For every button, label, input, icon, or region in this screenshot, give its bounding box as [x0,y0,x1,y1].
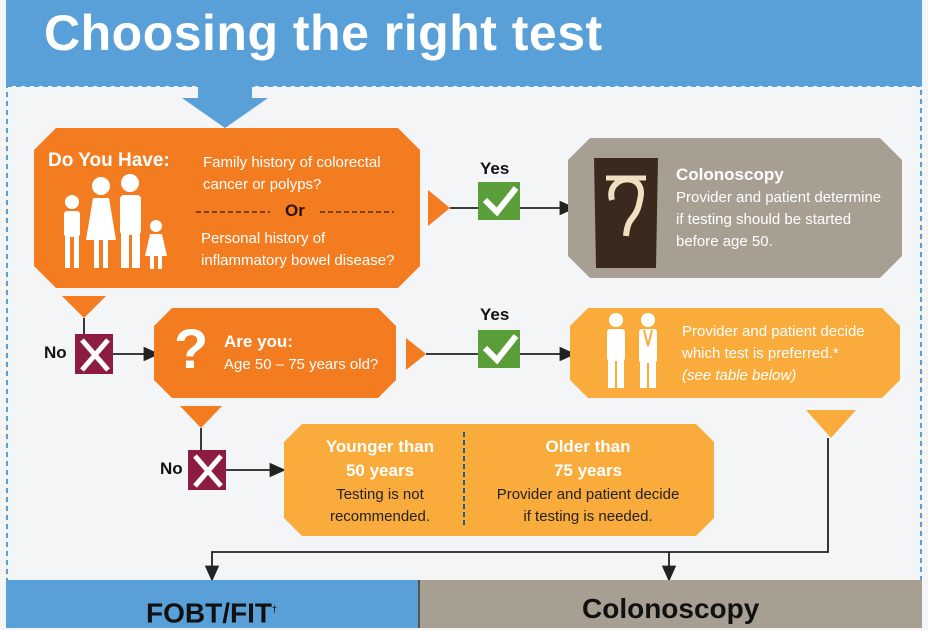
q2-symbol: ? [174,317,209,380]
fobt-label-text: FOBT/FIT [146,597,272,629]
no-label-1: No [44,343,67,362]
x-icon [75,334,113,374]
colonoscopy-line2: if testing should be started [676,211,852,228]
question-2-box [154,308,396,398]
younger-title2: 50 years [345,461,415,480]
decide-line2: which test is preferred.* [682,345,839,362]
header-bar [6,0,922,86]
q1-no-pointer [62,296,106,318]
yes-label-1: Yes [480,159,510,178]
colonoscopy-line3: before age 50. [676,233,773,250]
decide-line3: (see table below) [682,367,797,384]
older-line1: Provider and patient decide [496,486,680,503]
doctor-patient-icon [607,313,657,388]
decide-line1: Provider and patient decide [682,323,865,340]
age-box [284,424,714,536]
q1-or: Or [285,201,305,220]
fobt-bar [6,580,418,628]
colon-icon [594,158,658,268]
x-icon-2 [188,450,226,490]
q1-line4: inflammatory bowel disease? [201,252,395,269]
q2-no-pointer [180,406,222,428]
q1-heading: Do You Have: [48,150,170,171]
decide-line [204,438,829,582]
younger-title1: Younger than [325,437,435,456]
q2-heading: Are you: [224,332,293,351]
q1-line1: Family history of colorectal [203,154,381,171]
colonoscopy-line1: Provider and patient determine [676,189,882,206]
younger-line1: Testing is not [336,486,424,503]
older-title2: 75 years [553,461,623,480]
decide-pointer [806,410,856,438]
q1-line3: Personal history of [201,230,326,247]
question-1-box [34,128,420,288]
older-line2: if testing is needed. [523,508,653,525]
q2-yes-pointer [406,338,426,370]
start-arrow [182,82,268,128]
yes-label-2: Yes [480,305,510,324]
colonoscopy-bottom-label: Colonoscopy [582,593,760,624]
colonoscopy-bar [418,580,922,628]
q1-yes-pointer [428,190,450,226]
fobt-label: FOBT/FIT† [146,592,277,630]
q1-line2: cancer or polyps? [203,176,322,193]
younger-line2: recommended. [329,508,431,525]
page-title: Choosing the right test [44,5,603,61]
family-icon [64,174,167,269]
q2-line1: Age 50 – 75 years old? [224,356,379,373]
check-icon [478,182,520,220]
no-label-2: No [160,459,183,478]
content-frame [6,85,922,587]
fobt-label-sup: † [271,604,277,614]
check-icon-2 [478,330,520,368]
colonoscopy-title: Colonoscopy [676,165,784,184]
older-title1: Older than [545,437,631,456]
